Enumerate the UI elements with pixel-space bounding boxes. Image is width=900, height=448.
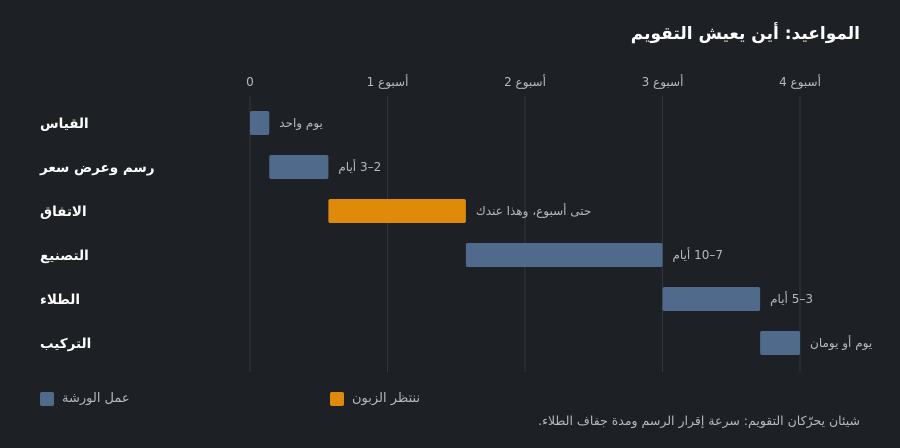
task-label-0: القياس: [40, 116, 89, 132]
x-tick-label-2: 2 أسبوع: [504, 74, 546, 90]
legend-swatch-waiting: [330, 391, 344, 406]
legend-swatch-workshop: [40, 391, 54, 406]
task-duration-label-4: 3–5 أيام: [770, 291, 813, 306]
task-bar-2: [328, 199, 466, 223]
chart-title: المواعيد: أين يعيش التقويم: [630, 24, 860, 44]
task-duration-label-2: حتى أسبوع، وهذا عندك: [476, 203, 591, 219]
x-tick-label-4: 4 أسبوع: [779, 74, 821, 90]
task-label-1: رسم وعرض سعر: [39, 160, 155, 176]
task-bar-4: [662, 287, 761, 311]
legend-item-workshop: عمل الورشة: [40, 391, 130, 406]
task-bar-5: [760, 331, 800, 355]
task-duration-label-1: 2–3 أيام: [338, 159, 381, 174]
x-tick-label-3: 3 أسبوع: [642, 74, 684, 90]
task-label-3: التصنيع: [40, 248, 89, 264]
x-tick-label-1: 1 أسبوع: [367, 74, 409, 90]
task-label-5: التركيب: [40, 336, 91, 352]
legend-item-waiting: ننتظر الزبون: [330, 391, 420, 406]
legend-label-waiting: ننتظر الزبون: [352, 391, 421, 406]
task-bar-1: [269, 155, 329, 179]
task-label-4: الطلاء: [40, 292, 80, 308]
legend-label-workshop: عمل الورشة: [62, 391, 130, 406]
task-bar-0: [250, 111, 270, 135]
task-duration-label-3: 7–10 أيام: [673, 247, 724, 262]
task-duration-label-5: يوم أو يومان: [810, 335, 872, 351]
task-duration-label-0: يوم واحد: [279, 116, 323, 131]
task-label-2: الاتفاق: [40, 204, 87, 220]
task-bar-3: [465, 243, 663, 267]
chart-footnote: شيئان يحرّكان التقويم: سرعة إقرار الرسم …: [538, 413, 860, 428]
x-tick-label-0: 0: [246, 75, 254, 89]
